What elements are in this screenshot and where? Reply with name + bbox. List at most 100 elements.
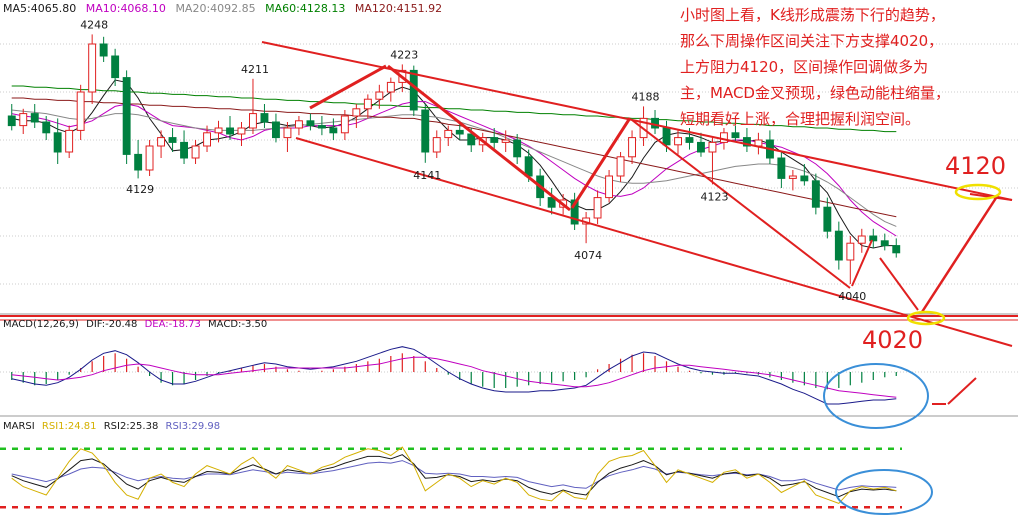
candle-body xyxy=(7,115,16,127)
candle xyxy=(386,77,395,102)
candle xyxy=(846,236,855,284)
rsi1-label: RSI1:24.81 xyxy=(42,421,97,432)
candle-body xyxy=(880,240,889,247)
candle xyxy=(76,84,85,140)
candle xyxy=(513,134,522,164)
candle xyxy=(53,118,62,164)
candle-body xyxy=(145,145,154,171)
candle xyxy=(834,221,843,270)
candle-body xyxy=(708,141,717,153)
candle xyxy=(295,116,303,136)
price-label: 4074 xyxy=(574,249,602,262)
candle xyxy=(42,116,51,140)
ma60-label: MA60:4128.13 xyxy=(265,2,345,15)
candle xyxy=(616,152,625,182)
macd-dea-line xyxy=(11,356,897,398)
macd-dea-label: DEA:-18.73 xyxy=(145,319,201,330)
ma-line-ma120 xyxy=(11,97,897,218)
candle-body xyxy=(122,77,131,155)
candle xyxy=(260,104,269,128)
candle-body xyxy=(272,121,280,139)
price-label: 4248 xyxy=(80,18,108,31)
upper-channel-line xyxy=(261,41,1013,201)
candle xyxy=(593,190,602,224)
annotation-line-5: 短期看好上涨，合理把握利润空间。 xyxy=(680,110,920,128)
candle xyxy=(754,132,763,155)
candle xyxy=(375,84,384,109)
candle-body xyxy=(444,129,453,139)
candle-body xyxy=(570,199,579,225)
resistance-big-label: 4120 xyxy=(945,152,1006,180)
candle xyxy=(582,212,591,244)
annotation-line-1: 小时图上看，K线形成震荡下行的趋势， xyxy=(680,6,945,24)
ma10-label: MA10:4068.10 xyxy=(86,2,166,15)
candle-body xyxy=(409,69,418,111)
candle xyxy=(329,118,338,140)
candle xyxy=(352,104,361,128)
candle-body xyxy=(811,180,820,208)
candle-body xyxy=(685,137,694,143)
candle-body xyxy=(743,137,751,147)
price-label: 4129 xyxy=(126,183,154,196)
candle-body xyxy=(53,132,62,153)
candle xyxy=(823,197,832,239)
candle-body xyxy=(513,139,522,158)
candle xyxy=(272,113,280,143)
ma20-label: MA20:4092.85 xyxy=(175,2,255,15)
candle-body xyxy=(605,175,613,199)
candle xyxy=(547,188,556,215)
candle xyxy=(134,140,143,179)
candle-body xyxy=(490,137,499,143)
candle xyxy=(340,110,349,140)
candle xyxy=(318,116,326,136)
candle xyxy=(811,173,820,215)
rsi3-label: RSI3:29.98 xyxy=(166,421,221,432)
candle xyxy=(857,228,866,253)
candle-body xyxy=(616,156,625,177)
candle xyxy=(180,130,189,164)
candle-body xyxy=(295,120,303,129)
ma-lines xyxy=(11,79,897,249)
candle-body xyxy=(823,206,832,232)
macd-dif-line xyxy=(11,346,897,405)
price-labels: 4248 4211 4129 4223 4141 4188 4074 4123 4040 xyxy=(80,18,866,303)
rsi-title: MARSI xyxy=(3,421,35,432)
resistance-ellipse xyxy=(954,183,1002,201)
candle xyxy=(283,122,292,152)
candle xyxy=(892,238,901,258)
candle-body xyxy=(203,132,212,147)
candle-body xyxy=(869,235,878,242)
candle xyxy=(708,137,717,185)
candle-body xyxy=(697,141,705,153)
price-label: 4223 xyxy=(390,48,418,61)
trend-lines xyxy=(0,41,1018,347)
candle-body xyxy=(386,81,395,93)
macd-title: MACD(12,26,9) xyxy=(3,319,79,330)
candle xyxy=(800,164,809,186)
swing-arrow-up-3 xyxy=(851,239,873,287)
swing-arrow-down-2 xyxy=(631,119,851,289)
candle-body xyxy=(421,109,430,153)
candle xyxy=(501,130,510,152)
candle xyxy=(157,130,166,158)
candle xyxy=(651,110,659,134)
candle-body xyxy=(892,245,901,254)
swing-arrow-up-2 xyxy=(570,117,632,209)
candle-body xyxy=(720,132,728,143)
candle-body xyxy=(260,113,269,123)
candle xyxy=(237,122,246,146)
swing-arrow-down-1 xyxy=(387,64,571,212)
price-label: 4123 xyxy=(701,190,729,203)
candle xyxy=(203,125,212,152)
rsi3-line xyxy=(11,460,897,491)
candle xyxy=(88,34,97,104)
candle-body xyxy=(363,98,372,110)
candle-body xyxy=(283,127,292,139)
candle-body xyxy=(329,127,338,134)
price-label: 4141 xyxy=(413,169,441,182)
candle-body xyxy=(524,156,533,177)
candle xyxy=(490,128,499,150)
candle xyxy=(99,36,108,62)
